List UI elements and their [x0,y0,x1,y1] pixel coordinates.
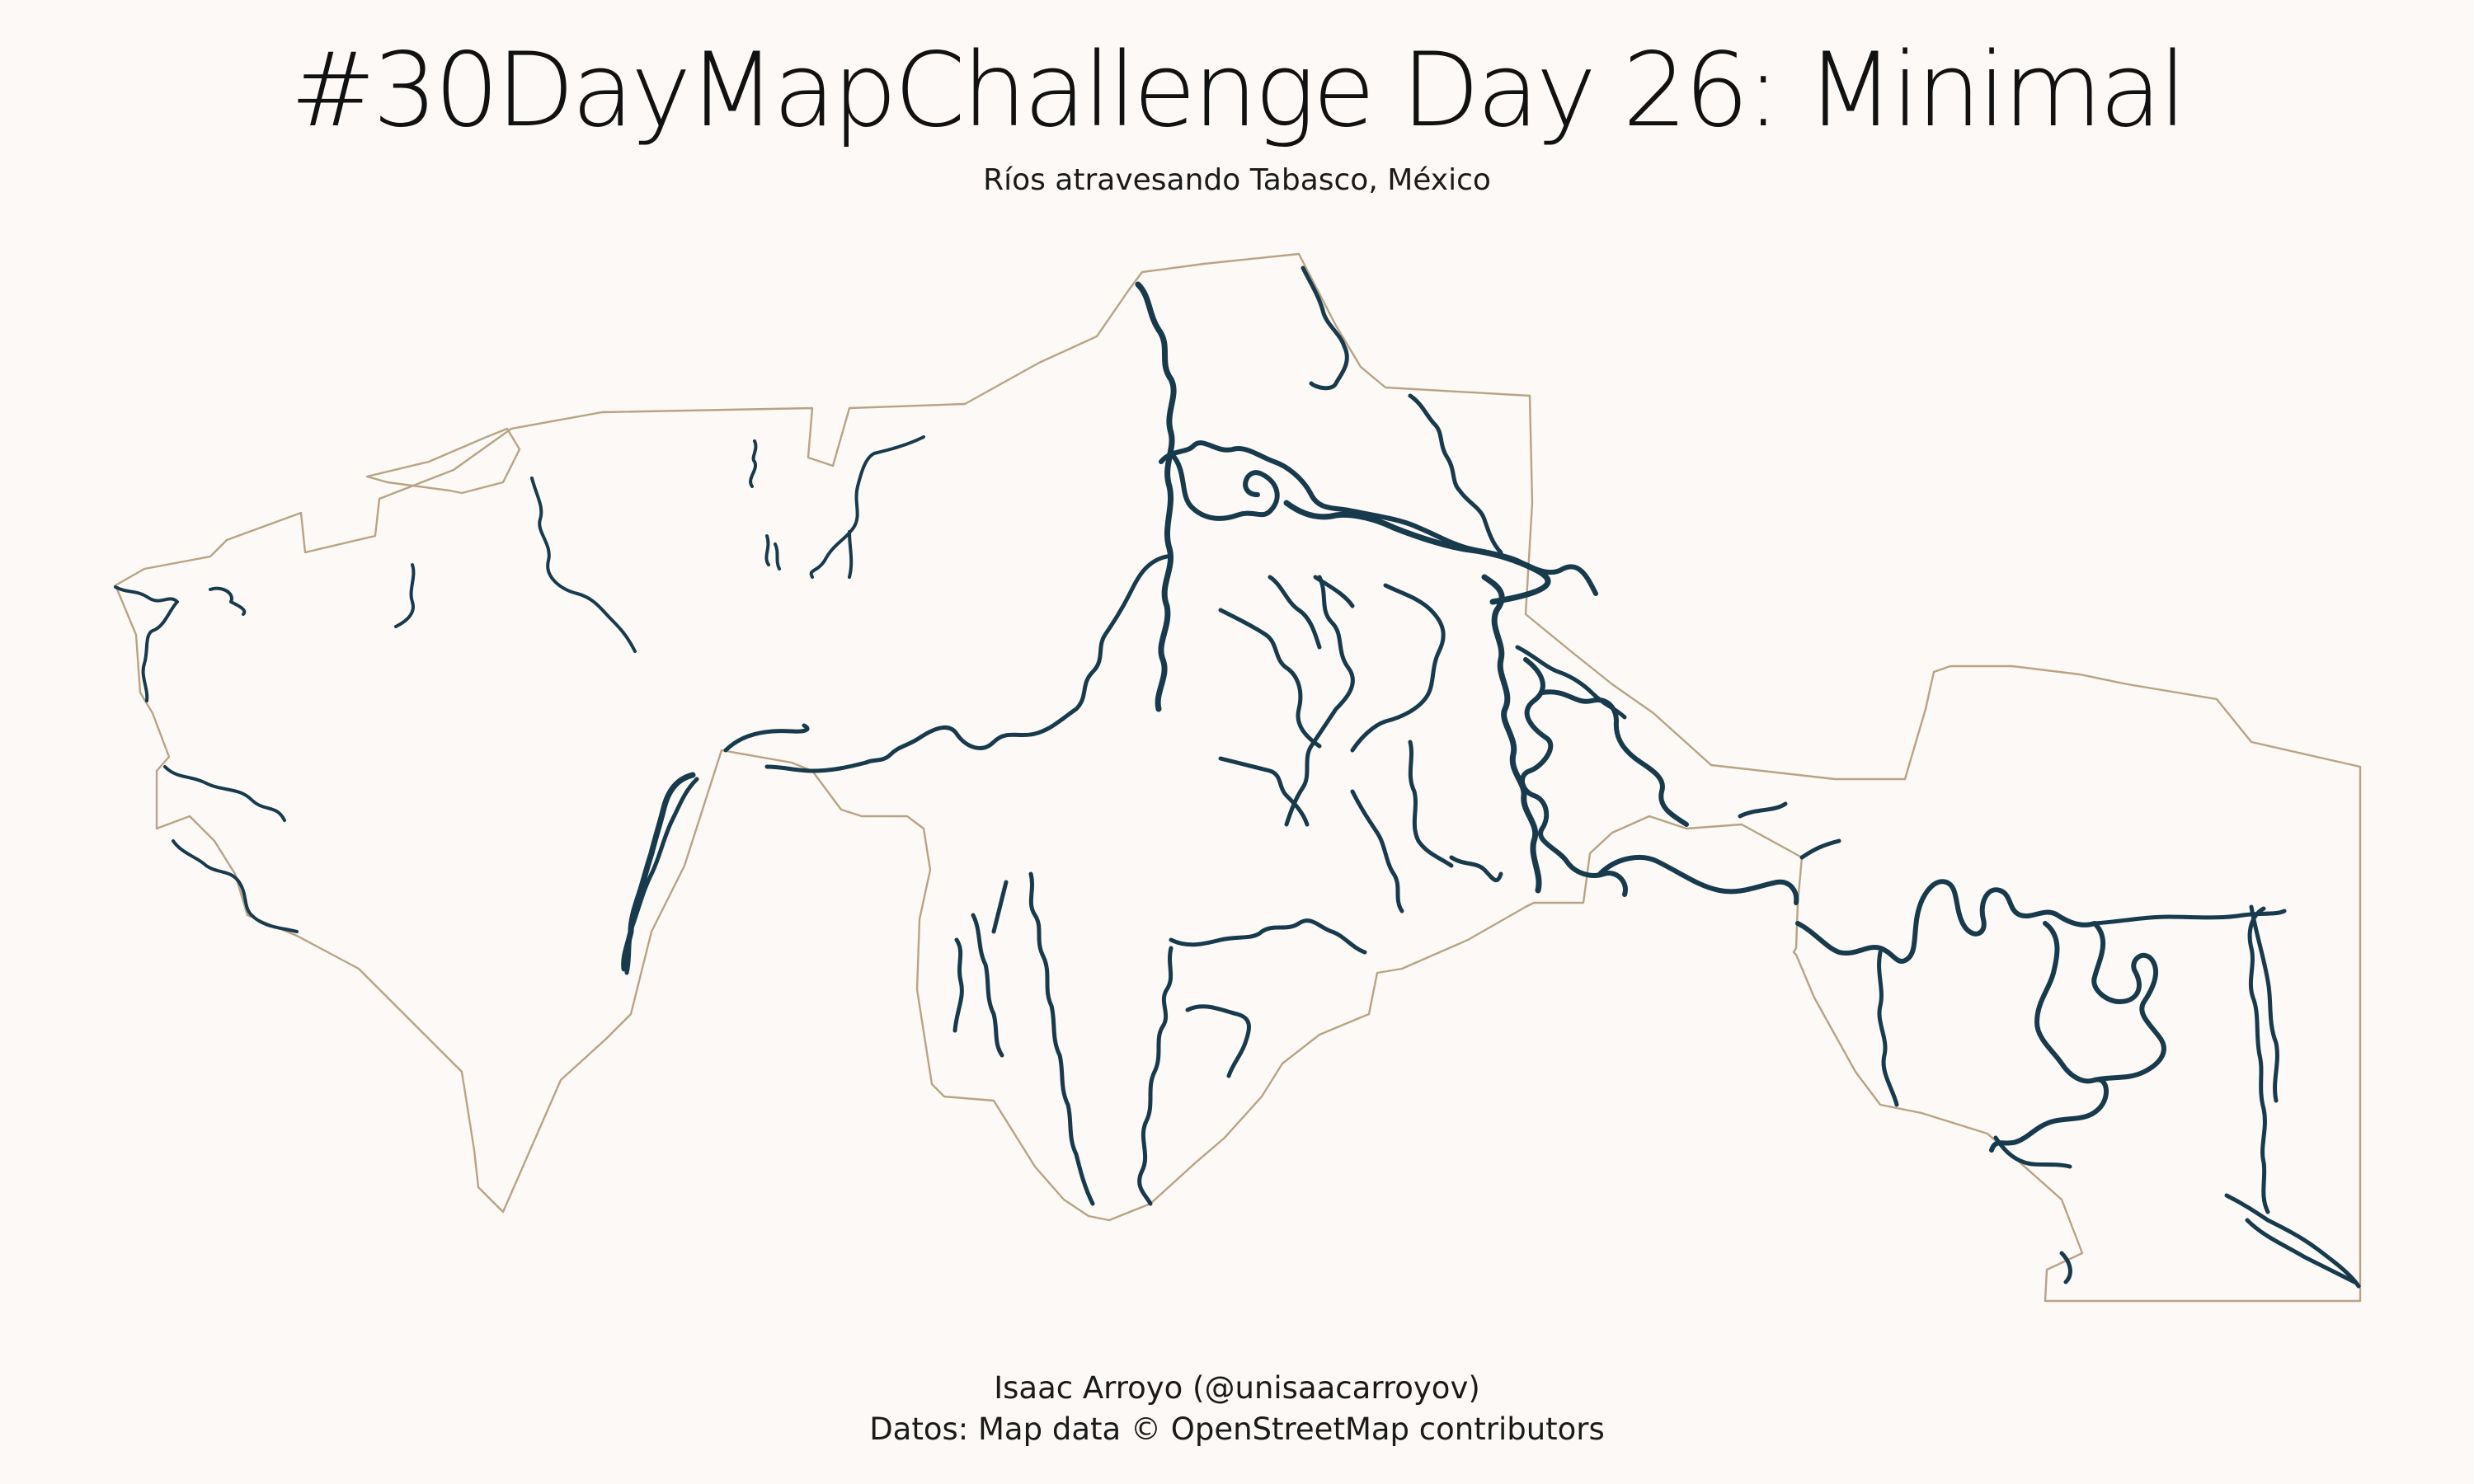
creek-west-1 [114,585,179,702]
river-central-south-5 [1137,946,1174,1206]
river-se-south-1 [1877,950,1899,1107]
river-central-south-1 [1028,871,1095,1206]
river-central-south-4 [1169,918,1367,955]
river-central-mid [1284,575,1355,827]
river-central-mid-5 [1408,740,1454,868]
data-source: Datos: Map data © OpenStreetMap contribu… [869,1411,1605,1447]
river-central-south-3 [952,937,964,1033]
river-ne-1 [1300,265,1349,391]
river-central-south-6 [1185,1004,1251,1078]
river-se-east-edge-2 [2249,904,2279,1103]
river-se-south-2 [1993,1135,2072,1169]
map-subtitle: Ríos atravesando Tabasco, México [983,163,1491,197]
river-central-mid-2 [1268,575,1355,650]
river-se-west-coast [1738,801,1841,860]
creek-north-2 [809,435,925,579]
rivers-layer [114,265,2361,1289]
river-east-main [1283,500,1551,894]
author-credit: Isaac Arroyo (@unisaacarroyov) [994,1370,1480,1406]
river-se-bottom-2 [2245,1218,2357,1284]
river-central-west-flow [863,554,1169,765]
river-ne-2 [1408,393,1503,555]
creek-west-6 [530,477,637,653]
river-se-main [1795,879,2097,964]
river-se-south-3 [2059,1251,2072,1284]
river-loop-upper [1169,451,1280,521]
river-se-loop [2091,921,2166,1082]
river-nw-mouth [723,723,810,753]
creek-west-5 [394,563,416,628]
lagoon-outline [365,427,521,495]
river-central-mid-8 [1449,855,1503,883]
map-title: #30DayMapChallenge Day 26: Minimal [289,31,2187,150]
river-meander-east [1540,689,1689,827]
creek-west-3 [163,765,286,822]
river-se-meander-2 [1989,921,2109,1153]
river-se-outflow [1597,855,1799,905]
river-se-bottom [2224,1193,2361,1289]
river-central-mid-3 [1218,608,1322,749]
river-ne-3 [1515,645,1627,720]
river-south-meander [1520,657,1628,897]
creek-north-4 [764,534,781,571]
creek-west-4 [172,839,299,933]
creek-north-3 [848,530,854,579]
state-boundary [114,252,2362,1303]
river-central-mid-4 [1350,583,1446,753]
river-central-mid-6 [1218,756,1310,827]
river-central-south-2 [971,880,1009,1058]
river-central-mid-7 [1350,789,1404,913]
creek-north-1 [749,439,758,488]
river-grijalva-north [1135,281,1177,712]
river-west-big-b [624,777,699,975]
river-se-east-edge [2092,906,2287,1214]
river-central-loop-west [764,760,868,773]
creek-west-2 [209,586,247,616]
